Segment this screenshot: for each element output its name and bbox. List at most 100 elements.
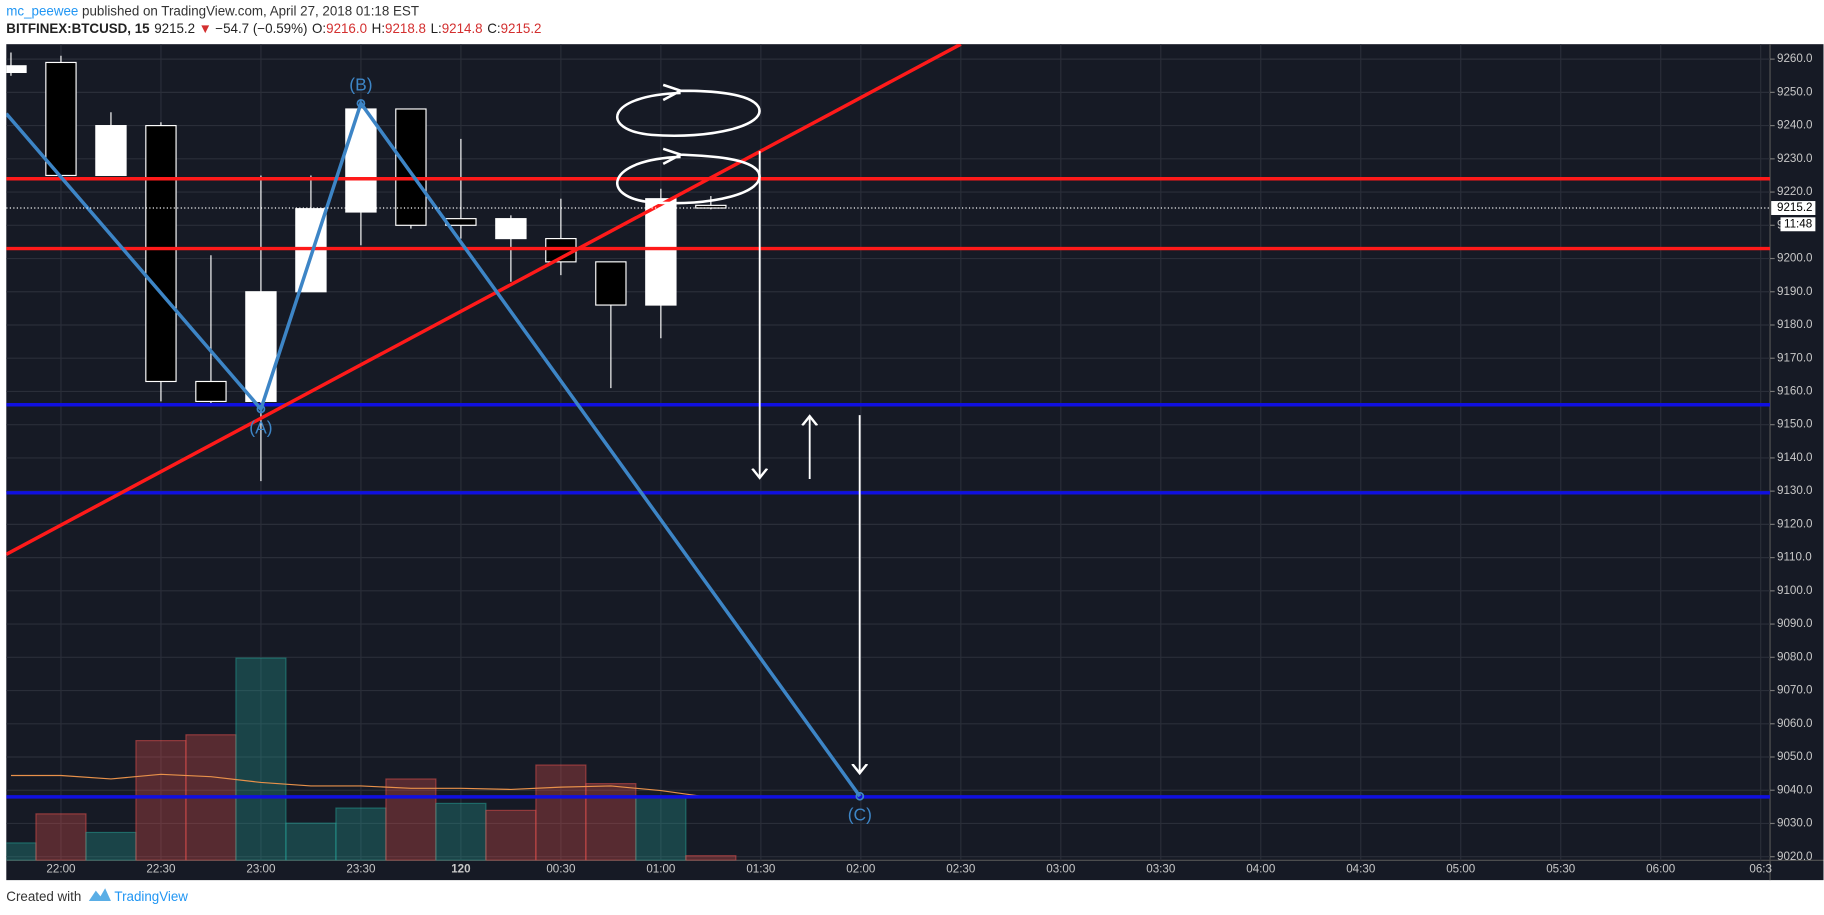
volume-ma <box>10 773 711 799</box>
countdown-box <box>1780 217 1816 232</box>
x-tick-label: 05:00 <box>1446 863 1475 876</box>
published: published on TradingView.com, April 27, … <box>78 3 419 18</box>
o-value: 9216.0 <box>326 21 367 36</box>
wave-point <box>855 791 865 801</box>
c-label: C: <box>487 21 500 36</box>
y-tick-label: 9060.0 <box>1777 717 1813 730</box>
y-tick-label: 9070.0 <box>1777 684 1813 697</box>
y-tick-label: 9090.0 <box>1777 617 1813 630</box>
x-tick-label: 22:00 <box>46 863 75 876</box>
y-tick-label: 9220.0 <box>1777 185 1813 198</box>
y-tick-label: 9170.0 <box>1777 351 1813 364</box>
volume-bar <box>485 809 537 861</box>
candle-body <box>345 108 377 213</box>
plot <box>6 44 1771 861</box>
wave-label: (C) <box>848 805 872 825</box>
c-value: 9215.2 <box>501 21 542 36</box>
volume-bar <box>435 802 487 861</box>
candle-body <box>195 380 227 403</box>
brand[interactable]: TradingView <box>114 889 188 904</box>
y-tick-label: 9020.0 <box>1777 850 1813 863</box>
freehand-loop <box>616 147 761 205</box>
publish-line: mc_peewee published on TradingView.com, … <box>6 3 419 18</box>
y-tick-label: 9030.0 <box>1777 817 1813 830</box>
y-tick-label: 9190.0 <box>1777 285 1813 298</box>
volume-bar <box>635 795 687 861</box>
wave-point <box>256 404 266 414</box>
y-tick-label: 9120.0 <box>1777 517 1813 530</box>
x-tick-label: 02:00 <box>846 863 875 876</box>
y-tick-label: 9150.0 <box>1777 418 1813 431</box>
wave-point <box>356 98 366 108</box>
x-tick-label: 05:30 <box>1546 863 1575 876</box>
y-tick-label: 9250.0 <box>1777 85 1813 98</box>
l-label: L: <box>431 21 442 36</box>
y-tick-label: 9050.0 <box>1777 750 1813 763</box>
candle-body <box>645 198 677 306</box>
y-tick-label: 9180.0 <box>1777 318 1813 331</box>
x-tick-label: 06:3 <box>1749 863 1772 876</box>
l-value: 9214.8 <box>442 21 483 36</box>
x-tick-label: 04:00 <box>1246 863 1275 876</box>
volume-bar <box>35 813 87 861</box>
change: −54.7 (−0.59%) <box>215 21 307 36</box>
candle-body <box>445 218 477 226</box>
volume-bar <box>235 657 287 861</box>
y-tick-label: 9130.0 <box>1777 484 1813 497</box>
candle-body <box>245 291 277 403</box>
chart-background <box>6 44 1824 881</box>
x-tick-label: 04:30 <box>1346 863 1375 876</box>
x-tick-label: 02:30 <box>946 863 975 876</box>
price: 9215.2 <box>154 21 195 36</box>
x-tick-label: 03:00 <box>1046 863 1075 876</box>
drawings <box>616 83 859 773</box>
o-label: O: <box>312 21 326 36</box>
x-tick-label: 06:00 <box>1646 863 1675 876</box>
volume-bar <box>385 778 437 861</box>
volume-bar <box>685 855 737 861</box>
x-tick-label: 01:30 <box>746 863 775 876</box>
y-tick-label: 9040.0 <box>1777 783 1813 796</box>
x-tick-label: 120 <box>451 863 470 876</box>
x-tick-label: 23:00 <box>246 863 275 876</box>
y-tick-label: 9110.0 <box>1777 551 1812 564</box>
y-tick-label: 9230.0 <box>1777 152 1813 165</box>
candle-body <box>45 61 77 177</box>
y-tick-label: 9080.0 <box>1777 650 1813 663</box>
volume-bar <box>585 783 637 861</box>
volume-bar <box>535 764 587 861</box>
y-tick-label: 9200.0 <box>1777 252 1813 265</box>
symbol: BITFINEX:BTCUSD, 15 <box>6 21 150 36</box>
candle-body <box>145 125 177 383</box>
y-tick-label: 9140.0 <box>1777 451 1813 464</box>
symbol-line: BITFINEX:BTCUSD, 15 9215.2 ▼ −54.7 (−0.59%)… <box>6 21 541 36</box>
candle-body <box>6 65 27 74</box>
grid <box>6 44 1771 861</box>
volume-bar <box>335 807 387 861</box>
y-tick-label: 9160.0 <box>1777 385 1813 398</box>
wave-label: (A) <box>249 417 272 437</box>
footer-text: Created with <box>6 889 81 904</box>
h-value: 9218.8 <box>385 21 426 36</box>
candle-body <box>595 261 627 306</box>
candle-body <box>495 218 527 240</box>
volume-bar <box>135 740 187 861</box>
x-tick-label: 03:30 <box>1146 863 1175 876</box>
h-label: H: <box>372 21 385 36</box>
y-tick-label: 9260.0 <box>1777 52 1813 65</box>
volume-bar <box>85 831 137 861</box>
last-price-label: 9215.2 <box>1777 201 1813 214</box>
x-tick-label: 00:30 <box>546 863 575 876</box>
freehand-loop <box>616 83 761 137</box>
wave-label: (B) <box>349 75 372 95</box>
candle-body <box>395 108 427 226</box>
last-price-box <box>1771 201 1816 215</box>
logo <box>88 888 111 902</box>
axes: 9020.0 9030.0 9040.0 9050.0 9060.0 9070.0 9080… <box>46 52 1816 876</box>
x-tick-label: 23:30 <box>346 863 375 876</box>
author[interactable]: mc_peewee <box>6 3 78 18</box>
arrow: ▼ <box>199 21 212 36</box>
y-tick-label: 9100.0 <box>1777 584 1813 597</box>
trend-line <box>6 44 962 556</box>
